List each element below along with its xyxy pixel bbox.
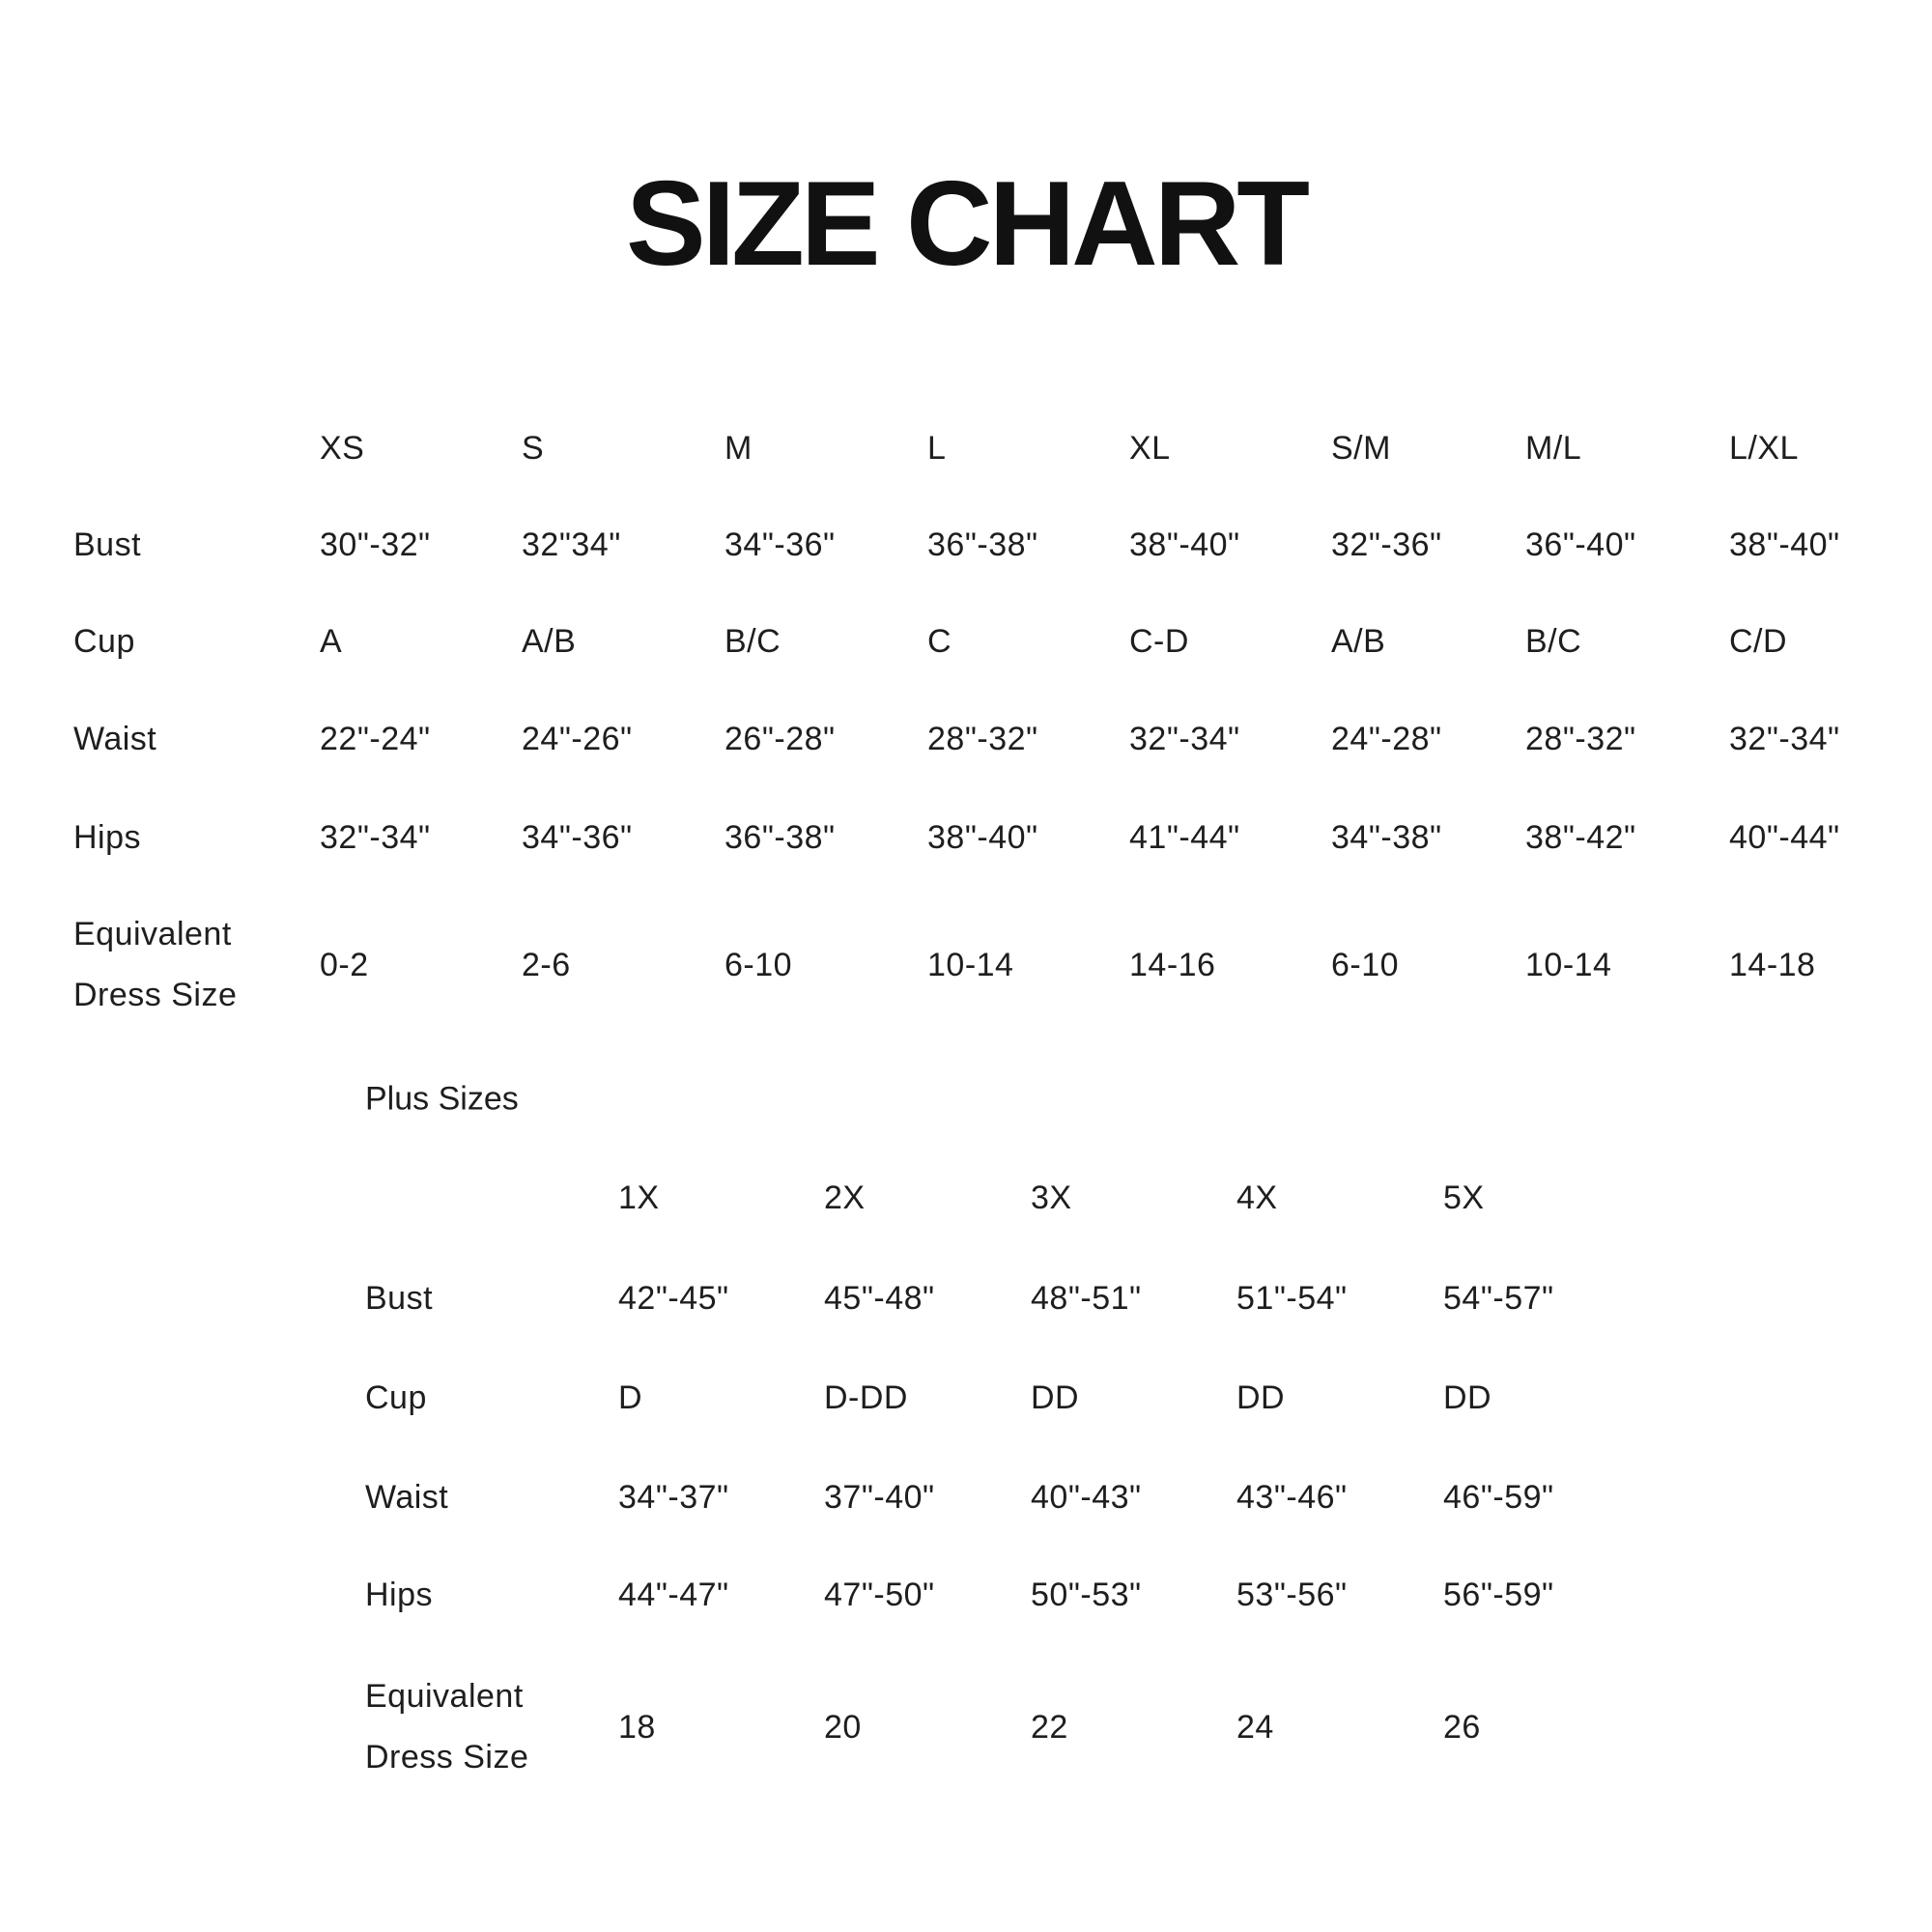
table-cell: 34"-36" xyxy=(724,526,836,563)
table-cell: 38"-40" xyxy=(1729,526,1840,563)
column-header: XS xyxy=(320,430,365,467)
table-cell: 56"-59" xyxy=(1443,1577,1554,1613)
table-cell: 34"-37" xyxy=(618,1479,729,1516)
column-header: S xyxy=(522,430,545,467)
row-label: Bust xyxy=(73,526,142,563)
column-header: 2X xyxy=(824,1179,866,1216)
table-cell: 36"-38" xyxy=(724,819,836,856)
table-cell: 38"-42" xyxy=(1525,819,1636,856)
row-label-line: Dress Size xyxy=(73,977,238,1013)
table-cell: B/C xyxy=(724,623,781,660)
table-cell: B/C xyxy=(1525,623,1582,660)
table-cell: 46"-59" xyxy=(1443,1479,1554,1516)
table-cell: 34"-38" xyxy=(1331,819,1442,856)
column-header: 4X xyxy=(1236,1179,1278,1216)
table-cell: 45"-48" xyxy=(824,1280,935,1317)
table-cell: 36"-40" xyxy=(1525,526,1636,563)
row-label: Equivalent Dress Size xyxy=(73,904,237,1026)
table-cell: 10-14 xyxy=(1525,947,1612,983)
column-header: L xyxy=(927,430,947,467)
column-header: M/L xyxy=(1525,430,1582,467)
row-label: Waist xyxy=(365,1479,449,1516)
table-cell: 32"-36" xyxy=(1331,526,1442,563)
table-cell: 22"-24" xyxy=(320,721,431,757)
row-label: Cup xyxy=(365,1379,427,1416)
row-label: Cup xyxy=(73,623,135,660)
table-cell: 24 xyxy=(1236,1709,1274,1746)
table-cell: A xyxy=(320,623,343,660)
table-cell: 0-2 xyxy=(320,947,369,983)
column-header: M xyxy=(724,430,753,467)
table-cell: 32"-34" xyxy=(1129,721,1240,757)
row-label: Equivalent Dress Size xyxy=(365,1666,528,1788)
row-label: Hips xyxy=(73,819,142,856)
table-cell: 28"-32" xyxy=(1525,721,1636,757)
table-cell: 48"-51" xyxy=(1031,1280,1142,1317)
table-cell: D xyxy=(618,1379,643,1416)
table-cell: C/D xyxy=(1729,623,1788,660)
table-cell: 24"-26" xyxy=(522,721,633,757)
table-cell: 40"-44" xyxy=(1729,819,1840,856)
row-label-line: Dress Size xyxy=(365,1739,529,1776)
table-cell: 47"-50" xyxy=(824,1577,935,1613)
table-cell: 53"-56" xyxy=(1236,1577,1348,1613)
table-cell: 32"-34" xyxy=(1729,721,1840,757)
column-header: 5X xyxy=(1443,1179,1485,1216)
table-cell: 44"-47" xyxy=(618,1577,729,1613)
table-cell: 30"-32" xyxy=(320,526,431,563)
table-cell: 38"-40" xyxy=(927,819,1038,856)
row-label: Bust xyxy=(365,1280,434,1317)
table-cell: 10-14 xyxy=(927,947,1014,983)
column-header: 3X xyxy=(1031,1179,1072,1216)
table-cell: 14-16 xyxy=(1129,947,1216,983)
table-cell: 18 xyxy=(618,1709,656,1746)
table-cell: DD xyxy=(1236,1379,1286,1416)
table-cell: 14-18 xyxy=(1729,947,1816,983)
plus-sizes-heading: Plus Sizes xyxy=(365,1080,519,1118)
table-cell: D-DD xyxy=(824,1379,908,1416)
table-cell: 54"-57" xyxy=(1443,1280,1554,1317)
column-header: XL xyxy=(1129,430,1171,467)
table-cell: 24"-28" xyxy=(1331,721,1442,757)
table-cell: 6-10 xyxy=(1331,947,1400,983)
table-cell: 37"-40" xyxy=(824,1479,935,1516)
column-header: 1X xyxy=(618,1179,660,1216)
row-label-line: Equivalent xyxy=(365,1678,524,1715)
table-cell: 28"-32" xyxy=(927,721,1038,757)
table-cell: 43"-46" xyxy=(1236,1479,1348,1516)
table-cell: 42"-45" xyxy=(618,1280,729,1317)
table-cell: 41"-44" xyxy=(1129,819,1240,856)
table-cell: DD xyxy=(1031,1379,1080,1416)
table-cell: 6-10 xyxy=(724,947,793,983)
table-cell: DD xyxy=(1443,1379,1492,1416)
table-cell: 32"-34" xyxy=(320,819,431,856)
table-cell: C xyxy=(927,623,952,660)
table-cell: C-D xyxy=(1129,623,1189,660)
table-cell: 51"-54" xyxy=(1236,1280,1348,1317)
table-cell: 50"-53" xyxy=(1031,1577,1142,1613)
table-cell: 32"34" xyxy=(522,526,621,563)
table-cell: 22 xyxy=(1031,1709,1068,1746)
table-cell: A/B xyxy=(522,623,577,660)
table-cell: A/B xyxy=(1331,623,1386,660)
row-label: Hips xyxy=(365,1577,434,1613)
page-title: SIZE CHART xyxy=(626,157,1310,291)
table-cell: 2-6 xyxy=(522,947,571,983)
table-cell: 38"-40" xyxy=(1129,526,1240,563)
column-header: L/XL xyxy=(1729,430,1799,467)
row-label-line: Equivalent xyxy=(73,916,232,952)
table-cell: 26"-28" xyxy=(724,721,836,757)
column-header: S/M xyxy=(1331,430,1391,467)
table-cell: 34"-36" xyxy=(522,819,633,856)
table-cell: 20 xyxy=(824,1709,862,1746)
row-label: Waist xyxy=(73,721,157,757)
table-cell: 36"-38" xyxy=(927,526,1038,563)
table-cell: 26 xyxy=(1443,1709,1481,1746)
table-cell: 40"-43" xyxy=(1031,1479,1142,1516)
